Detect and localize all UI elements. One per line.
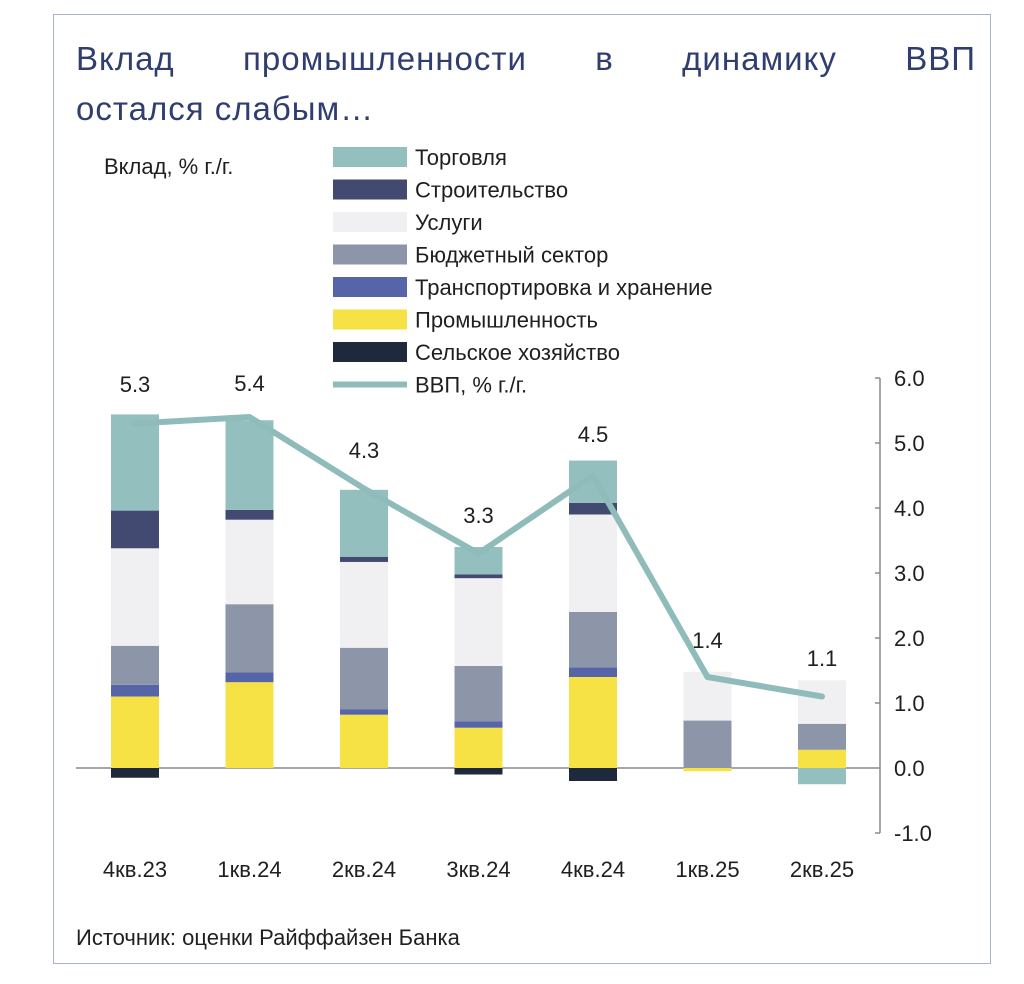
- legend-swatch-transport: [333, 277, 407, 297]
- y-tick-label: 6.0: [894, 366, 925, 391]
- bar-segment-budget: [454, 665, 503, 722]
- bar-segment-budget: [111, 645, 159, 685]
- x-tick-label: 1кв.25: [675, 857, 739, 882]
- y-tick-label: 0.0: [894, 756, 925, 781]
- legend-label-agriculture: Сельское хозяйство: [415, 340, 620, 365]
- x-tick-label: 4кв.24: [561, 857, 625, 882]
- bar-segment-construction: [111, 510, 159, 549]
- bar-segment-transport: [111, 684, 159, 697]
- gdp-data-label: 4.3: [349, 438, 380, 463]
- legend-swatch-agriculture: [333, 342, 407, 362]
- bar-segment-agriculture: [454, 768, 503, 775]
- y-tick-label: 2.0: [894, 626, 925, 651]
- bar-segment-budget: [225, 604, 274, 673]
- y-tick-label: -1.0: [894, 821, 932, 846]
- legend-label-budget: Бюджетный сектор: [415, 243, 608, 268]
- legend-swatch-trade: [333, 147, 407, 167]
- title-word: в: [595, 40, 614, 77]
- bar-segment-agriculture: [569, 768, 617, 781]
- y-tick-label: 4.0: [894, 496, 925, 521]
- legend-swatch-services: [333, 212, 407, 232]
- legend-label-gdp: ВВП, % г./г.: [415, 373, 527, 398]
- bar-segment-transport: [225, 672, 274, 683]
- gdp-data-label: 5.3: [120, 372, 151, 397]
- source-note: Источник: оценки Райффайзен Банка: [76, 925, 460, 950]
- x-tick-label: 3кв.24: [446, 857, 510, 882]
- bar-segment-agriculture: [111, 768, 159, 778]
- bar-segment-services: [798, 680, 846, 724]
- y-tick-label: 5.0: [894, 431, 925, 456]
- bar-segment-transport: [340, 709, 388, 715]
- bar-segment-industry: [683, 768, 732, 772]
- bar-segment-trade: [798, 768, 846, 785]
- y-tick-label: 3.0: [894, 561, 925, 586]
- bar-segment-industry: [340, 714, 388, 768]
- bar-segment-construction: [454, 574, 503, 579]
- legend-swatch-industry: [333, 309, 407, 330]
- title-word: ВВП: [905, 40, 976, 77]
- legend-label-industry: Промышленность: [415, 308, 598, 333]
- legend-label-construction: Строительство: [415, 178, 568, 203]
- x-tick-label: 4кв.23: [103, 857, 167, 882]
- gdp-data-label: 1.1: [807, 646, 838, 671]
- x-tick-label: 2кв.24: [332, 857, 396, 882]
- bar-segment-trade: [569, 460, 617, 503]
- bar-segment-industry: [454, 727, 503, 768]
- bar-segment-transport: [454, 721, 503, 728]
- bar-segment-services: [111, 548, 159, 646]
- gdp-data-label: 4.5: [578, 422, 609, 447]
- bar-segment-budget: [683, 720, 732, 768]
- bar-segment-budget: [340, 647, 388, 710]
- bar-segment-services: [340, 561, 388, 648]
- x-tick-label: 1кв.24: [217, 857, 281, 882]
- gdp-data-label: 3.3: [463, 503, 494, 528]
- legend-label-trade: Торговля: [415, 145, 507, 170]
- bar-segment-construction: [225, 509, 274, 520]
- title-word: Вклад: [76, 40, 175, 77]
- bar-segment-construction: [340, 556, 388, 562]
- x-tick-label: 2кв.25: [790, 857, 854, 882]
- gdp-line: [132, 414, 825, 700]
- legend-swatch-budget: [333, 244, 407, 265]
- bar-segment-industry: [798, 749, 846, 768]
- bar-segment-services: [569, 514, 617, 612]
- title-word: промышленности: [243, 40, 527, 77]
- y-axis-label: Вклад, % г./г.: [104, 154, 234, 179]
- legend-label-services: Услуги: [415, 210, 483, 235]
- gdp-data-label: 5.4: [234, 371, 265, 396]
- bar-segment-trade: [111, 414, 159, 511]
- bar-segment-industry: [111, 696, 159, 768]
- legend-label-transport: Транспортировка и хранение: [415, 275, 713, 300]
- title-word: динамику: [682, 40, 837, 77]
- bar-segment-budget: [569, 612, 617, 668]
- bar-segment-services: [225, 519, 274, 605]
- legend-swatch-construction: [333, 179, 407, 200]
- title-line-1: Вклад промышленности в динамику ВВП: [76, 34, 976, 84]
- title-line-2: остался слабым…: [76, 90, 375, 127]
- y-tick-label: 1.0: [894, 691, 925, 716]
- bar-segment-budget: [798, 723, 846, 750]
- bar-segment-transport: [569, 667, 617, 677]
- gdp-data-label: 1.4: [692, 628, 723, 653]
- bar-segment-trade: [225, 420, 274, 510]
- bar-segment-construction: [569, 502, 617, 515]
- chart-title: Вклад промышленности в динамику ВВП остался …: [76, 34, 976, 134]
- bar-segment-industry: [569, 677, 617, 768]
- bar-segment-services: [454, 578, 503, 666]
- chart-frame: [53, 14, 991, 964]
- bar-segment-industry: [225, 682, 274, 768]
